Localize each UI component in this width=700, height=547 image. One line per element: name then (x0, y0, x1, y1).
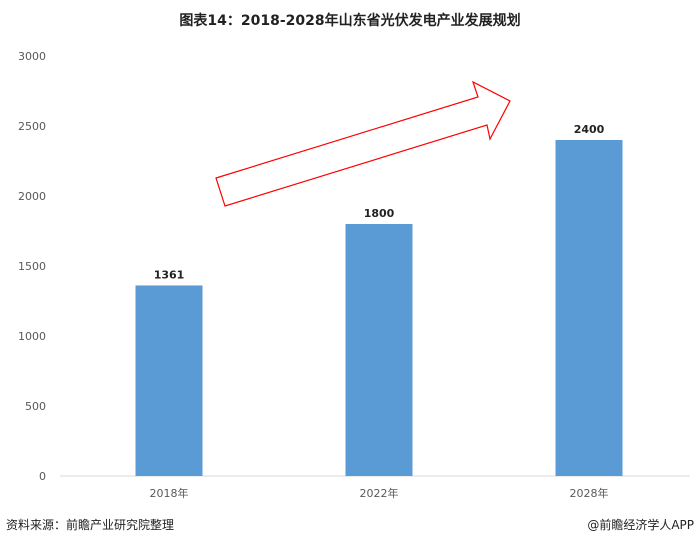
y-tick-label: 0 (39, 470, 46, 483)
bar (555, 140, 623, 476)
y-tick-label: 500 (25, 400, 46, 413)
data-label: 1800 (364, 207, 395, 220)
y-tick-label: 1500 (18, 260, 46, 273)
y-tick-label: 3000 (18, 50, 46, 63)
brand-label: @前瞻经济学人APP (587, 518, 694, 532)
x-tick-label: 2018年 (150, 486, 189, 500)
data-label: 1361 (154, 268, 185, 281)
chart-title: 图表14：2018-2028年山东省光伏发电产业发展规划 (179, 13, 521, 29)
y-tick-label: 2000 (18, 190, 46, 203)
y-tick-label: 1000 (18, 330, 46, 343)
source-note: 资料来源：前瞻产业研究院整理 (6, 518, 175, 532)
bar (345, 224, 413, 476)
y-tick-label: 2500 (18, 120, 46, 133)
x-tick-label: 2022年 (360, 486, 399, 500)
data-label: 2400 (574, 123, 605, 136)
bar (135, 285, 203, 476)
trend-arrow (215, 80, 511, 207)
x-tick-label: 2028年 (570, 486, 609, 500)
